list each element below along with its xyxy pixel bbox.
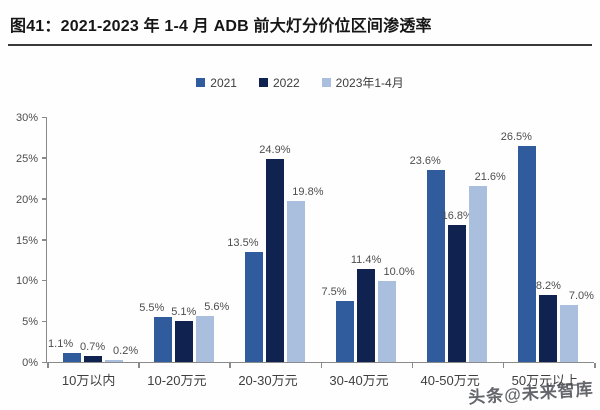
bar-group-20-30万元: 13.5% 24.9% 19.8%	[227, 118, 323, 362]
bar-2023年1-4月-10万以内: 0.2%	[104, 345, 138, 362]
bar-2023年1-4月-30-40万元: 10.0%	[378, 266, 415, 362]
bar-group-10万以内: 1.1% 0.7% 0.2%	[48, 118, 138, 362]
bar-2022-10-20万元: 5.1%	[171, 306, 196, 362]
bar-2021-10万以内: 1.1%	[48, 338, 81, 362]
bar-value-label: 5.1%	[171, 305, 197, 318]
legend-item-2022: 2022	[258, 75, 300, 90]
x-tick-mark	[229, 363, 231, 368]
x-category-label: 40-50万元	[420, 373, 480, 388]
bar-2021-50万元以上: 26.5%	[501, 131, 537, 362]
x-tick-mark	[594, 363, 596, 368]
legend-label: 2022	[272, 75, 300, 90]
x-category-label: 10万以内	[61, 373, 116, 388]
x-category-label: 50万元以上	[511, 373, 579, 388]
bar-value-label: 16.8%	[441, 210, 473, 223]
y-tick-mark	[42, 361, 47, 363]
bar-value-label: 1.1%	[48, 338, 74, 351]
legend-swatch-icon	[321, 78, 331, 87]
chart-plot-wrap: 0% 5% 10% 15% 20% 25% 30% 1.1% 0.7% 0.2% 5.5% 5.1%…	[0, 100, 600, 388]
bar-2022-40-50万元: 16.8%	[442, 210, 473, 362]
bar-value-label: 0.2%	[113, 345, 139, 358]
y-tick-mark	[42, 320, 47, 323]
x-tick-mark	[411, 363, 414, 368]
x-tick-mark	[138, 363, 140, 368]
legend-label: 2023年1-4月	[335, 76, 404, 90]
x-tick-mark	[320, 363, 322, 368]
y-tick-mark	[42, 239, 47, 241]
y-tick-label: 25%	[15, 152, 38, 165]
bar-value-label: 7.5%	[321, 286, 347, 298]
bar-2022-50万元以上: 8.2%	[536, 280, 561, 362]
bar-2021-30-40万元: 7.5%	[322, 286, 355, 362]
bar-value-label: 7.0%	[568, 290, 594, 303]
bar-value-label: 19.8%	[292, 185, 324, 198]
x-category-label: 20-30万元	[238, 373, 298, 388]
title-divider	[8, 44, 592, 46]
bar-value-label: 11.4%	[350, 254, 382, 267]
x-tick-mark	[502, 363, 505, 368]
bar-value-label: 0.7%	[80, 341, 106, 354]
bar-group-50万元以上: 26.5% 8.2% 7.0%	[501, 118, 594, 362]
y-tick-label: 5%	[22, 316, 38, 329]
plot-area: 1.1% 0.7% 0.2% 5.5% 5.1% 5.6% 13.5% 24.9% 19.8% 7…	[42, 116, 596, 368]
y-axis: 0% 5% 10% 15% 20% 25% 30%	[0, 100, 44, 369]
y-tick-label: 20%	[15, 193, 38, 206]
bar-2021-40-50万元: 23.6%	[410, 155, 446, 362]
y-tick-label: 10%	[15, 275, 38, 288]
bar-group-10-20万元: 5.5% 5.1% 5.6%	[139, 118, 229, 362]
y-tick-label: 15%	[15, 234, 38, 247]
bar-value-label: 24.9%	[259, 144, 291, 157]
bar-2021-20-30万元: 13.5%	[227, 237, 263, 362]
y-tick-mark	[42, 279, 47, 282]
bar-value-label: 23.6%	[409, 155, 441, 168]
bar-value-label: 8.2%	[535, 280, 561, 293]
legend-item-2023年1-4月: 2023年1-4月	[321, 74, 404, 91]
bar-value-label: 5.6%	[204, 301, 230, 314]
x-category-label: 30-40万元	[329, 373, 389, 388]
bar-2022-20-30万元: 24.9%	[259, 144, 290, 362]
legend-swatch-icon	[258, 78, 268, 87]
legend-label: 2021	[210, 75, 237, 90]
y-tick-label: 0%	[22, 357, 38, 369]
legend-swatch-icon	[196, 78, 206, 87]
bar-2023年1-4月-20-30万元: 19.8%	[286, 186, 323, 362]
bar-value-label: 21.6%	[474, 171, 506, 184]
chart-legend: 2021 2022 2023年1-4月	[0, 74, 600, 91]
x-tick-mark	[47, 363, 49, 368]
bar-2023年1-4月-40-50万元: 21.6%	[469, 171, 506, 362]
bar-value-label: 26.5%	[500, 131, 532, 144]
bar-group-40-50万元: 23.6% 16.8% 21.6%	[410, 118, 506, 362]
figure-title: 图41：2021-2023 年 1-4 月 ADB 前大灯分价位区间渗透率	[10, 18, 432, 35]
y-tick-mark	[42, 157, 47, 159]
figure-title-bar: 图41：2021-2023 年 1-4 月 ADB 前大灯分价位区间渗透率	[8, 8, 592, 46]
x-axis: 10万以内 10-20万元 20-30万元 30-40万元 40-50万元 50万元以上	[46, 370, 594, 389]
x-category-label: 10-20万元	[147, 373, 207, 388]
bar-2023年1-4月-50万元以上: 7.0%	[560, 290, 594, 362]
bar-value-label: 10.0%	[383, 265, 415, 278]
bar-value-label: 13.5%	[227, 237, 259, 250]
legend-item-2021: 2021	[196, 76, 237, 90]
y-tick-label: 30%	[15, 112, 38, 124]
bar-2023年1-4月-10-20万元: 5.6%	[195, 301, 229, 362]
bar-2021-10-20万元: 5.5%	[139, 302, 172, 362]
y-tick-mark	[42, 116, 47, 118]
y-tick-mark	[42, 198, 47, 200]
bar-value-label: 5.5%	[139, 302, 165, 315]
bar-group-30-40万元: 7.5% 11.4% 10.0%	[322, 118, 415, 362]
bar-2022-30-40万元: 11.4%	[351, 254, 381, 362]
bar-2022-10万以内: 0.7%	[80, 341, 105, 362]
